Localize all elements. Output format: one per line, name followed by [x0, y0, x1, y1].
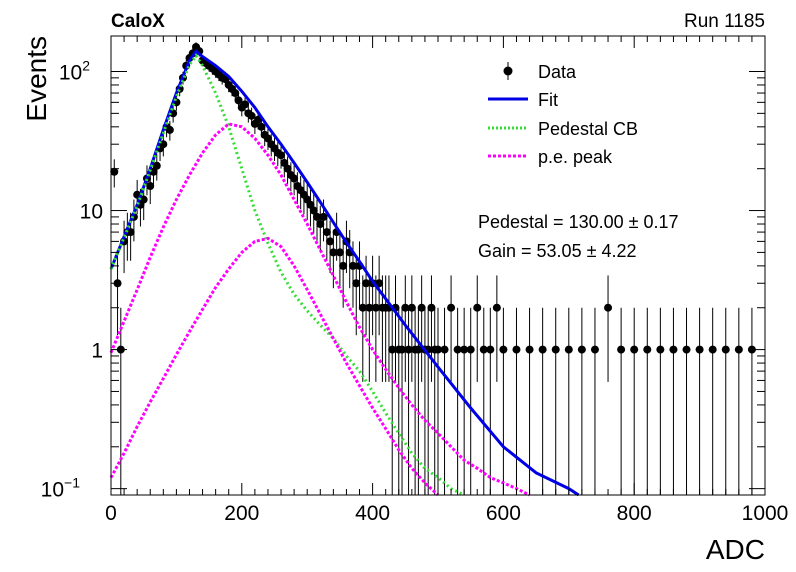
legend-label-pedestal: Pedestal CB: [538, 119, 638, 139]
data-point: [695, 345, 704, 354]
legend-entry-fit: Fit: [488, 90, 558, 110]
data-point: [414, 345, 423, 354]
data-point: [427, 303, 436, 312]
data-point: [512, 345, 521, 354]
data-point: [669, 345, 678, 354]
x-tick-label: 0: [105, 502, 117, 525]
x-axis-title: ADC: [706, 534, 765, 565]
data-point: [417, 303, 426, 312]
data-point: [319, 212, 328, 221]
data-point: [316, 220, 325, 229]
x-tick-label: 800: [617, 502, 652, 525]
data-point: [388, 345, 397, 354]
data-point: [551, 345, 560, 354]
data-point: [486, 345, 495, 354]
data-point: [234, 96, 243, 105]
data-point: [538, 345, 547, 354]
data-point: [499, 345, 508, 354]
data-point: [326, 237, 335, 246]
y-tick-label: 102: [59, 57, 90, 84]
data-point: [630, 345, 639, 354]
data-point: [398, 345, 407, 354]
data-point: [525, 345, 534, 354]
data-point: [348, 261, 357, 270]
y-tick-label: 10: [80, 201, 103, 224]
data-point: [283, 164, 292, 173]
data-point: [404, 345, 413, 354]
data-point: [335, 248, 344, 257]
y-tick-label: 1: [91, 340, 103, 363]
data-point: [479, 345, 488, 354]
data-point: [231, 89, 240, 98]
chart-title: CaloX: [111, 11, 165, 32]
pedestal-annotation: Pedestal = 130.00 ± 0.17: [478, 212, 679, 232]
data-point: [339, 261, 348, 270]
data-point: [447, 303, 456, 312]
series-fit-line: [109, 49, 580, 497]
data-point: [440, 345, 449, 354]
legend: Data Fit Pedestal CB p.e. peak: [488, 62, 638, 167]
axis-layer: 0 200 400 600 800 1000 10−1 1 10 102: [41, 36, 789, 525]
legend-label-pe-peak: p.e. peak: [538, 147, 613, 167]
x-tick-label: 1000: [742, 502, 789, 525]
series-pe-peak-line: [109, 122, 531, 497]
legend-entry-data: Data: [503, 62, 577, 82]
data-point: [313, 212, 322, 221]
data-point: [126, 228, 135, 237]
series-layer: [109, 42, 756, 497]
legend-entry-pe-peak: p.e. peak: [488, 147, 613, 167]
legend-label-data: Data: [538, 62, 577, 82]
data-point: [152, 161, 161, 170]
data-point: [146, 182, 155, 191]
data-point: [577, 345, 586, 354]
data-point: [358, 303, 367, 312]
data-point: [473, 303, 482, 312]
data-point: [401, 303, 410, 312]
data-point: [110, 167, 119, 176]
data-point: [564, 345, 573, 354]
legend-label-fit: Fit: [538, 90, 558, 110]
run-label: Run 1185: [684, 11, 765, 32]
series-pe-peak2-line: [109, 236, 440, 497]
series-pedestal-line: [109, 53, 465, 497]
data-point: [604, 303, 613, 312]
data-point: [590, 345, 599, 354]
data-point: [309, 206, 318, 215]
data-point: [257, 122, 266, 131]
y-tick-label: 10−1: [41, 475, 81, 502]
data-point: [682, 345, 691, 354]
data-point: [329, 248, 338, 257]
data-point: [721, 345, 730, 354]
data-point: [247, 111, 256, 120]
data-point: [365, 303, 374, 312]
data-point: [290, 174, 299, 183]
x-tick-label: 200: [224, 502, 259, 525]
data-point: [165, 125, 174, 134]
data-point: [434, 345, 442, 354]
data-point: [139, 195, 148, 204]
data-point: [617, 345, 626, 354]
data-point: [460, 345, 469, 354]
y-axis-title: Events: [21, 36, 52, 122]
x-tick-label: 400: [355, 502, 390, 525]
data-point: [241, 100, 250, 109]
data-point: [362, 279, 371, 288]
data-point: [453, 345, 462, 354]
data-point: [643, 345, 652, 354]
data-point: [492, 303, 501, 312]
gain-annotation: Gain = 53.05 ± 4.22: [478, 241, 637, 261]
data-point: [656, 345, 665, 354]
data-point: [466, 345, 475, 354]
x-tick-label: 600: [486, 502, 521, 525]
data-point: [371, 303, 380, 312]
data-point: [734, 345, 743, 354]
data-point: [322, 228, 331, 237]
data-point: [149, 167, 158, 176]
data-point: [277, 151, 286, 160]
data-point: [708, 345, 717, 354]
legend-entry-pedestal: Pedestal CB: [488, 119, 638, 139]
data-point: [352, 279, 361, 288]
data-point: [407, 303, 416, 312]
